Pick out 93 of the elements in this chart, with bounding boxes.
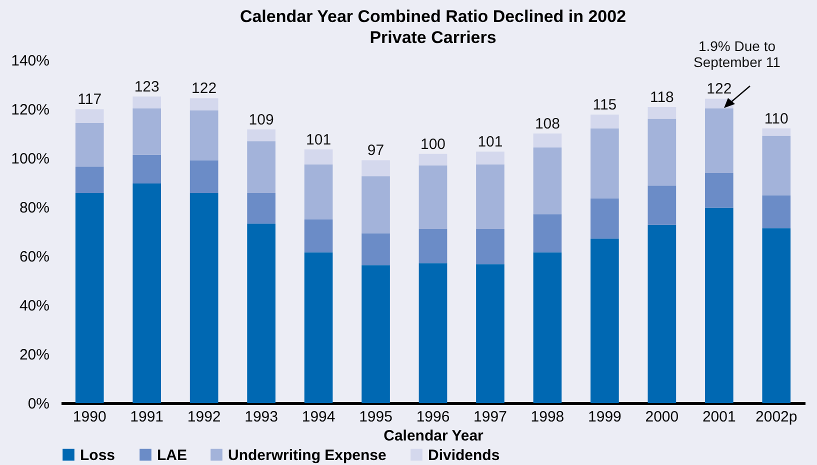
bar [418,229,448,264]
bar [132,96,162,108]
x-tick-label: 1991 [130,408,164,426]
bar [648,107,676,119]
bar [190,160,218,194]
bar [533,214,562,252]
total-label: 108 [534,116,560,132]
x-tick-label: 2001 [702,408,736,426]
y-tick-label: 120% [11,102,50,118]
bar [476,264,504,403]
chart-subtitle: Private Carriers [370,28,496,47]
bar [75,193,104,403]
bar [132,154,162,184]
x-tick-label: 1997 [474,408,507,426]
total-label: 101 [478,134,503,151]
bar [247,193,276,224]
bar [762,195,791,228]
bar [304,252,333,403]
annotation: 117 [78,91,102,108]
bar [304,164,333,220]
bar [362,265,390,403]
bar [762,228,791,403]
bar [762,128,791,136]
x-tick-label: 1999 [588,408,622,426]
legend-label: LAE [157,446,187,464]
total-label: 97 [367,142,384,160]
bar [418,263,448,403]
x-axis-title: Calendar Year [384,428,484,444]
bar [190,110,218,160]
y-tick-label: 80% [19,200,50,216]
x-tick-label: 1995 [359,408,392,426]
bar [704,208,734,403]
bar [418,154,448,166]
bar [476,229,504,264]
bar [304,149,333,164]
legend-label: Dividends [428,446,500,464]
bar [590,114,619,128]
bar [75,122,104,167]
x-tick-label: 1992 [187,408,221,426]
bar [75,166,104,194]
bar [648,224,676,403]
total-label: 101 [306,131,332,148]
bar [190,98,218,110]
bar [533,134,562,148]
chart-title: Calendar Year Combined Ratio Declined in 2002 [240,7,626,26]
bar [190,193,218,403]
x-tick-label: 2000 [645,408,679,426]
bar [476,164,504,230]
bar [304,219,333,252]
bar [533,252,562,403]
annotation: 1.9% Due to September 11 [692,38,782,70]
bar [247,141,276,194]
annotation: 115 [592,96,617,114]
y-tick-label: 100% [11,150,50,168]
x-tick-label: 1998 [530,408,564,426]
x-tick-label: 1994 [302,408,336,426]
bar [362,233,390,266]
total-label: 110 [764,110,788,128]
x-tick-label: 1993 [244,408,278,426]
x-tick-label: 1990 [72,408,106,426]
bar [362,176,390,234]
total-label: 123 [134,78,160,96]
annotation: 118 [650,89,674,106]
bar [476,152,504,164]
bar [247,129,276,142]
x-tick-label: 2002p [756,408,798,426]
bar [704,108,734,173]
bar [590,198,619,239]
y-tick-label: 0% [28,396,50,412]
bar [590,238,619,403]
annotation: 109 [248,111,274,128]
total-label: 122 [192,80,217,98]
bar [247,224,276,403]
bar [648,118,676,186]
bar [132,183,162,403]
x-tick-label: 1996 [416,408,450,426]
y-tick-label: 20% [19,346,50,364]
bar [75,109,104,123]
bar [533,147,562,214]
bar [762,136,791,196]
y-tick-label: 140% [11,52,50,70]
total-label: 100 [420,136,446,153]
bar [704,172,734,208]
y-tick-label: 60% [19,248,50,266]
bar [132,108,162,155]
bar [590,128,619,198]
bar [362,160,390,176]
legend-label: Loss [80,446,116,464]
legend-label: Underwriting Expense [228,446,386,464]
y-tick-label: 40% [19,298,50,314]
bar [418,165,448,230]
total-label: 122 [706,80,732,98]
bar [648,186,676,225]
